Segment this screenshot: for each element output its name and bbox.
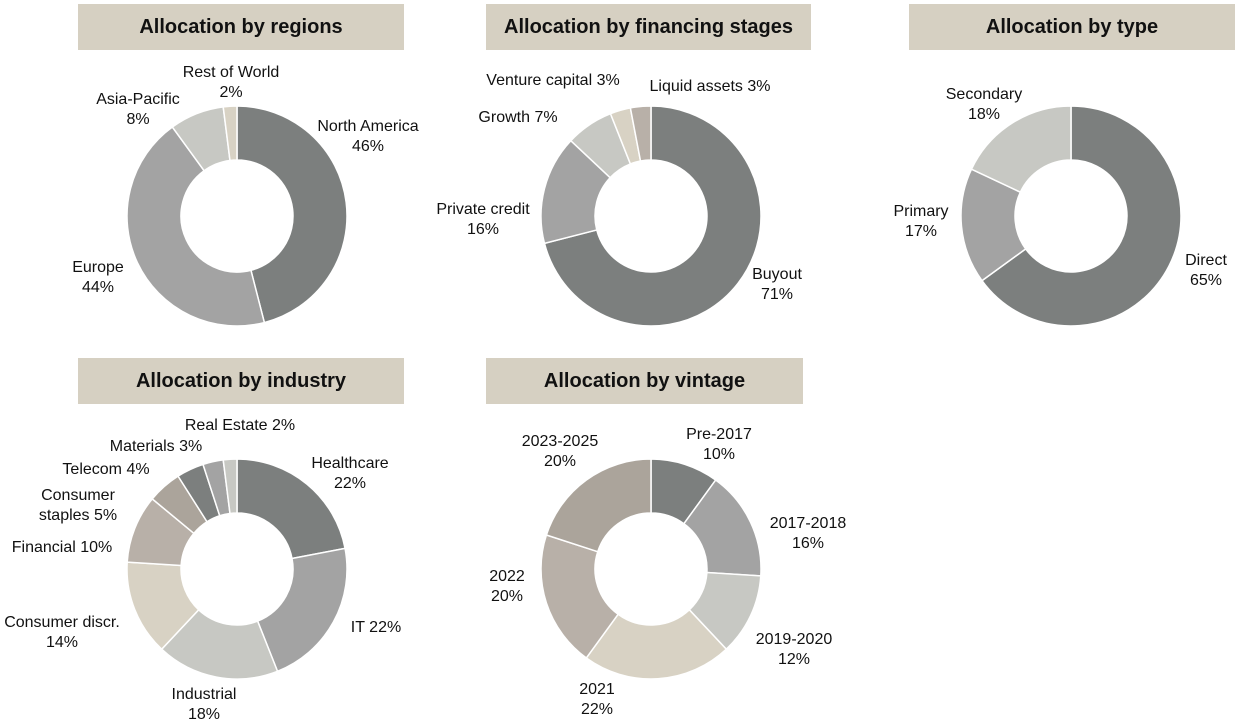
data-label-pre-2017: Pre-2017 10% — [686, 426, 752, 463]
data-label-2019-2020: 2019-2020 12% — [756, 631, 833, 668]
data-label-secondary: Secondary 18% — [946, 86, 1023, 123]
data-label-telecom: Telecom 4% — [62, 461, 149, 478]
data-label-healthcare: Healthcare 22% — [311, 455, 388, 492]
slice-liquid-assets — [629, 105, 652, 162]
chart-title-regions: Allocation by regions — [78, 4, 404, 50]
data-label-north-america: North America 46% — [317, 118, 418, 155]
data-label-primary: Primary 17% — [893, 203, 948, 240]
slice-north-america — [236, 105, 348, 324]
data-label-real-estate: Real Estate 2% — [185, 417, 295, 434]
donut-chart-industry: Healthcare 22% IT 22% Industrial 18% Consumer… — [4, 417, 401, 723]
data-label-industrial: Industrial 18% — [172, 686, 237, 723]
data-label-growth: Growth 7% — [478, 109, 557, 126]
data-label-liquid-assets: Liquid assets 3% — [650, 78, 771, 95]
data-label-2017-2018: 2017-2018 16% — [770, 515, 847, 552]
slice-it — [256, 547, 348, 673]
data-label-2023-2025: 2023-2025 20% — [522, 433, 599, 470]
slice-rest-of-world — [222, 105, 238, 162]
slice-real-estate — [222, 458, 238, 515]
slice-healthcare — [236, 458, 346, 560]
data-label-venture-capital: Venture capital 3% — [486, 72, 619, 89]
donut-chart-regions: North America 46% Europe 44% Asia-Pacific 8%R… — [72, 64, 419, 327]
slice-secondary — [970, 105, 1072, 194]
chart-title-industry: Allocation by industry — [78, 358, 404, 404]
data-label-2022: 2022 20% — [489, 568, 525, 605]
data-label-consumer-discr: Consumer discr. 14% — [4, 614, 120, 651]
donut-chart-financing-stages: Buyout 71% Private credit 16% Growth 7% Ventu… — [436, 72, 802, 327]
slice-buyout — [543, 105, 762, 327]
data-label-private-credit: Private credit 16% — [436, 201, 530, 238]
data-label-materials: Materials 3% — [110, 438, 202, 455]
data-label-asia-pacific: Asia-Pacific 8% — [96, 91, 180, 128]
chart-title-type: Allocation by type — [909, 4, 1235, 50]
data-label-rest-of-world: Rest of World 2% — [183, 64, 280, 101]
slice-europe — [126, 125, 266, 327]
slice-direct — [980, 105, 1182, 327]
slice-2021 — [585, 608, 728, 680]
slice-2023-2025 — [545, 458, 652, 553]
data-label-europe: Europe 44% — [72, 259, 124, 296]
chart-title-financing-stages: Allocation by financing stages — [486, 4, 811, 50]
data-label-financial: Financial 10% — [12, 539, 113, 556]
data-label-direct: Direct 65% — [1185, 252, 1227, 289]
data-label-2021: 2021 22% — [579, 681, 615, 718]
donut-chart-vintage: Pre-2017 10% 2017-2018 16% 2019-2020 12% 2021 2… — [489, 426, 846, 718]
data-label-consumer-staples: Consumer staples 5% — [39, 487, 117, 524]
donut-chart-type: Direct 65% Primary 17% Secondary 18% — [893, 86, 1227, 327]
chart-title-vintage: Allocation by vintage — [486, 358, 803, 404]
data-label-it: IT 22% — [351, 619, 401, 636]
data-label-buyout: Buyout 71% — [752, 266, 802, 303]
